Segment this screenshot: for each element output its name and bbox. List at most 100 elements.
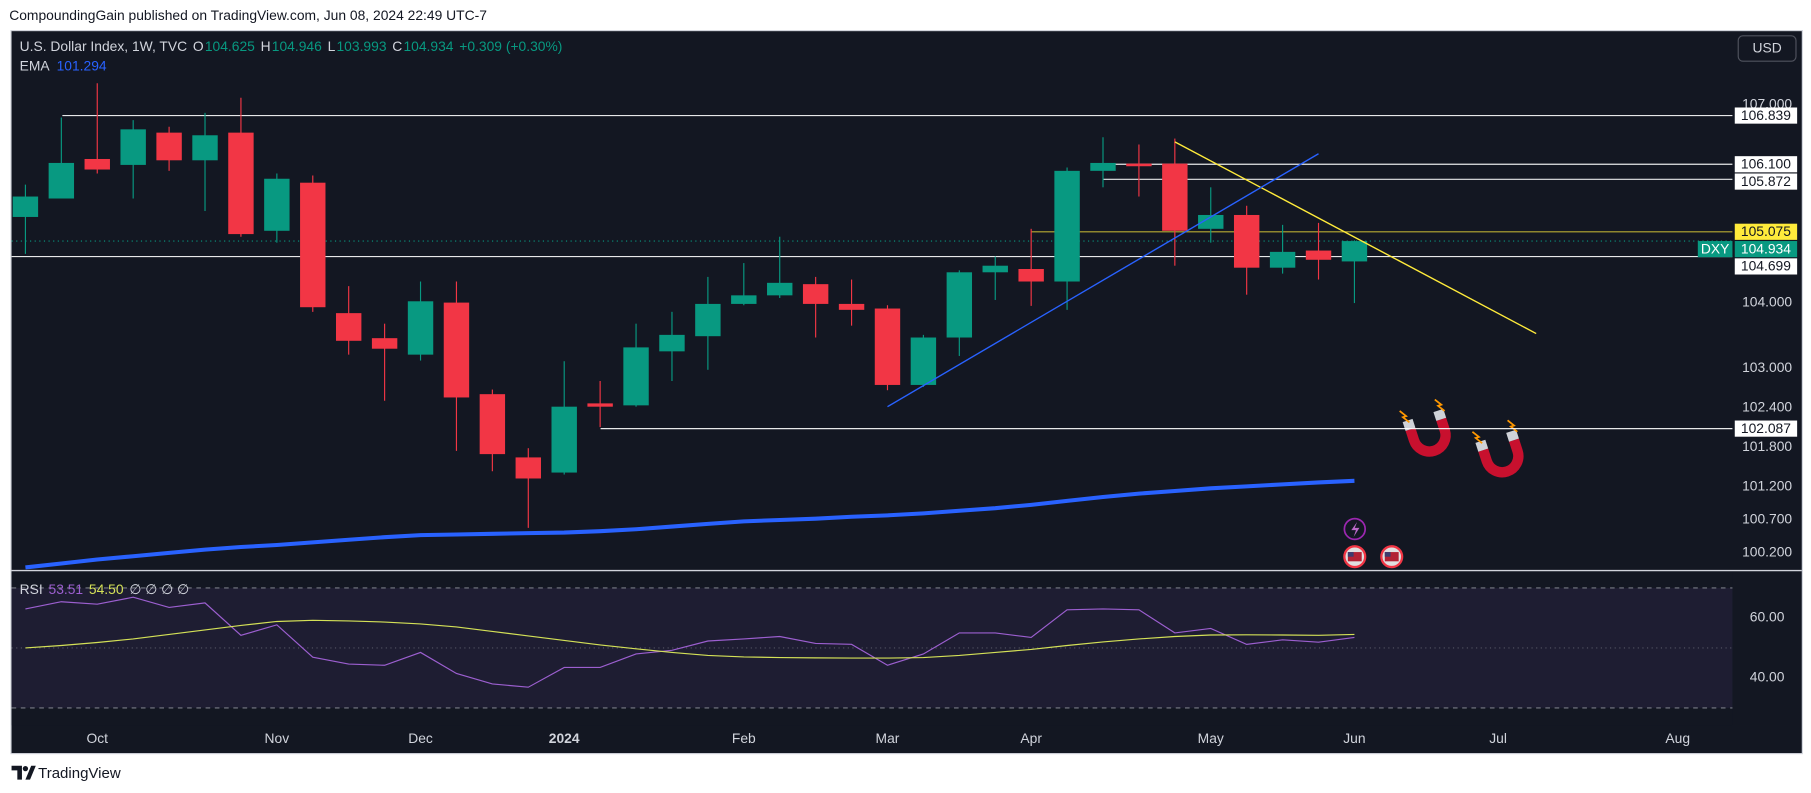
currency-label[interactable]: USD	[1752, 40, 1781, 56]
x-tick-label: Feb	[732, 730, 756, 746]
candle-body	[946, 272, 973, 338]
trendline	[887, 153, 1319, 408]
event-icon[interactable]	[1380, 545, 1404, 569]
x-tick-label: Mar	[876, 730, 900, 746]
candle-body	[802, 284, 829, 304]
candle-body	[874, 308, 901, 385]
event-icon[interactable]	[1343, 517, 1367, 541]
y-tick-label: 101.200	[1742, 478, 1792, 494]
candle-body	[12, 196, 39, 217]
chart-title: U.S. Dollar Index, 1W, TVC	[20, 38, 187, 54]
candle-body	[1269, 251, 1296, 268]
x-tick-label: 2024	[549, 730, 580, 746]
candle-body	[371, 338, 398, 349]
candle-body	[982, 265, 1008, 273]
candle-body	[587, 403, 613, 407]
x-tick-label: Nov	[265, 730, 290, 746]
ohlc-value: 104.946	[272, 38, 322, 54]
level-label: 102.087	[1741, 420, 1791, 436]
level-label: 105.075	[1741, 223, 1791, 239]
candle-body	[192, 135, 218, 161]
magnet-icon	[1471, 419, 1524, 478]
candle-body	[407, 301, 434, 355]
level-label-box	[1734, 107, 1798, 124]
ohlc-value: 104.934	[403, 38, 453, 54]
candle-body	[335, 313, 362, 341]
currency-button-frame[interactable]	[1737, 35, 1797, 62]
price-pane	[11, 83, 1733, 570]
candle-body	[1126, 163, 1152, 167]
x-tick-label: Jul	[1489, 730, 1507, 746]
level-label-box	[1734, 258, 1798, 275]
rsi-ma-value: 54.50	[89, 581, 124, 597]
y-tick-label: 101.800	[1742, 438, 1792, 454]
candle-body	[1162, 163, 1188, 231]
candle-body	[120, 129, 146, 165]
level-label: 106.100	[1741, 155, 1791, 171]
candle-body	[1233, 214, 1260, 268]
x-tick-label: Dec	[408, 730, 433, 746]
candle-body	[1305, 250, 1332, 260]
ohlc-value: 103.993	[336, 38, 386, 54]
footer-text: TradingView	[38, 765, 121, 782]
candle-body	[767, 282, 793, 296]
ohlc-value: 104.625	[205, 38, 255, 54]
x-tick-label: Oct	[86, 730, 108, 746]
level-label: 105.872	[1741, 173, 1791, 189]
currency-button[interactable]: USD	[1737, 35, 1797, 62]
rsi-tick-label: 40.00	[1750, 669, 1785, 685]
y-tick-label: 102.400	[1742, 399, 1792, 415]
y-tick-label: 103.000	[1742, 359, 1792, 375]
x-tick-label: Aug	[1665, 730, 1690, 746]
magnet-icon	[1399, 398, 1451, 457]
candle-body	[695, 303, 721, 337]
candle-body	[479, 394, 506, 455]
change-value: +0.309 (+0.30%)	[459, 38, 562, 54]
level-label: 104.699	[1741, 258, 1791, 274]
ohlc-letter: C	[392, 38, 402, 54]
level-label-box	[1734, 223, 1798, 240]
candle-body	[1054, 170, 1080, 282]
candle-body	[838, 303, 865, 310]
rsi-tick-label: 60.00	[1750, 609, 1785, 625]
x-tick-label: Apr	[1020, 730, 1042, 746]
ema-value: 101.294	[57, 58, 107, 74]
candle-body	[443, 302, 470, 398]
rsi-extra: ∅ ∅ ∅ ∅	[129, 581, 189, 597]
ema-legend: EMA	[20, 58, 51, 74]
candle-body	[300, 182, 326, 308]
event-icon[interactable]	[1343, 545, 1367, 569]
trendline	[1174, 141, 1537, 335]
ohlc-letter: H	[261, 38, 271, 54]
rsi-ma-line	[25, 619, 1355, 659]
ohlc-letter: L	[328, 38, 336, 54]
candle-body	[156, 132, 182, 161]
symbol-box	[1697, 241, 1733, 258]
rsi-lines	[11, 587, 1733, 709]
level-label-box	[1734, 156, 1798, 173]
x-tick-label: May	[1198, 730, 1224, 746]
level-label-box	[1734, 420, 1798, 437]
candle-body	[84, 158, 110, 170]
candle-body	[551, 406, 577, 473]
current-price-label: 104.934	[1741, 240, 1791, 256]
candle-body	[515, 457, 541, 479]
symbol-label: DXY	[1701, 240, 1729, 256]
rsi-line	[25, 596, 1355, 688]
current-price-box	[1734, 241, 1798, 258]
candle-body	[1018, 268, 1044, 282]
publisher-line: CompoundingGain published on TradingView…	[9, 7, 487, 23]
level-label: 106.839	[1741, 107, 1791, 123]
ema-line	[25, 478, 1355, 570]
ohlc-letter: O	[193, 38, 204, 54]
x-tick-label: Jun	[1343, 730, 1365, 746]
candle-body	[659, 334, 685, 352]
candle-body	[1341, 241, 1368, 262]
candle-body	[731, 295, 757, 304]
y-tick-label: 104.000	[1742, 293, 1792, 309]
candle-body	[1090, 162, 1116, 171]
rsi-title: RSI	[20, 581, 43, 597]
y-tick-label: 100.700	[1742, 511, 1792, 527]
